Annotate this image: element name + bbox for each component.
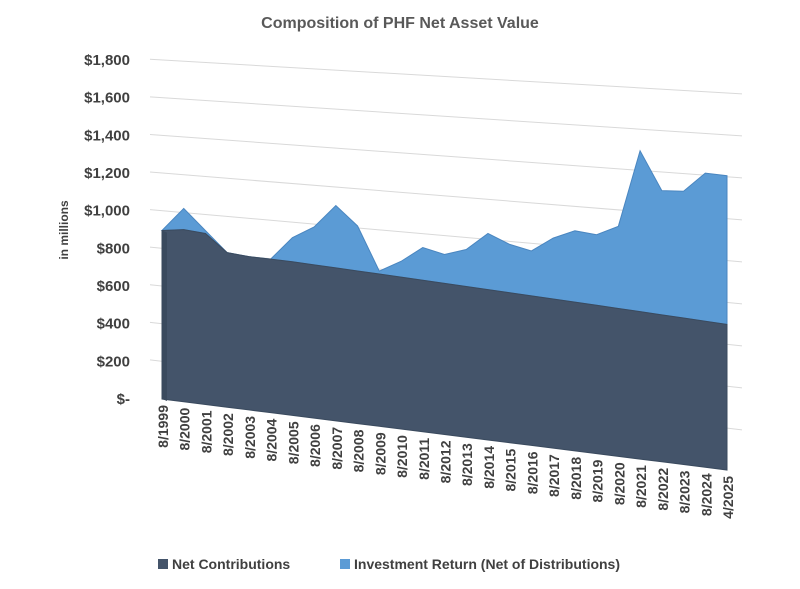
x-axis-ticks: 8/1999 8/2000 8/2001 8/2002 8/2003 8/2004 8/20…: [155, 405, 736, 519]
legend-label-net-contributions: Net Contributions: [172, 556, 290, 572]
x-tick-label: 8/2020: [611, 462, 627, 505]
x-tick-label: 8/2000: [177, 408, 193, 451]
x-tick-label: 8/2019: [590, 459, 606, 502]
y-tick-label: $600: [97, 278, 130, 295]
x-tick-label: 8/2009: [372, 432, 388, 475]
area-left-edge: [162, 230, 167, 401]
x-tick-label: 8/2014: [481, 446, 497, 489]
x-tick-label: 8/2004: [264, 418, 280, 461]
y-tick-label: $1,600: [84, 90, 130, 107]
x-tick-label: 8/2013: [459, 443, 475, 486]
x-tick-label: 8/2001: [198, 410, 214, 453]
gridline: [149, 133, 743, 179]
y-tick-label: $1,400: [84, 127, 130, 144]
x-tick-label: 8/2005: [285, 421, 301, 464]
y-tick-label: $1,800: [84, 52, 130, 69]
x-tick-label: 8/2015: [503, 448, 519, 491]
gridline: [149, 96, 743, 137]
x-tick-label: 8/2007: [329, 427, 345, 470]
x-tick-label: 8/2024: [698, 473, 714, 516]
legend: Net Contributions Investment Return (Net…: [158, 556, 620, 572]
x-tick-label: 8/2018: [568, 457, 584, 500]
y-tick-label: $800: [97, 240, 130, 257]
x-tick-label: 8/2021: [633, 465, 649, 508]
x-tick-label: 8/2012: [438, 440, 454, 483]
y-tick-label: $1,200: [84, 165, 130, 182]
x-tick-label: 8/2023: [677, 470, 693, 513]
x-tick-label: 8/2017: [546, 454, 562, 497]
legend-label-investment-return: Investment Return (Net of Distributions): [354, 556, 620, 572]
y-axis-ticks: $- $200 $400 $600 $800 $1,000 $1,200 $1,400 $1,6…: [84, 52, 130, 408]
gridline: [149, 58, 743, 95]
x-tick-label: 8/2006: [307, 424, 323, 467]
legend-swatch-investment-return: [340, 559, 350, 569]
series-net-contributions-area: [161, 229, 728, 471]
y-tick-label: $-: [117, 391, 130, 408]
chart-title: Composition of PHF Net Asset Value: [261, 15, 539, 32]
x-tick-label: 4/2025: [720, 476, 736, 519]
x-tick-label: 8/2011: [416, 438, 432, 480]
y-tick-label: $1,000: [84, 203, 130, 220]
y-tick-label: $200: [97, 353, 130, 370]
x-tick-label: 8/1999: [155, 405, 171, 448]
plot-area: [160, 149, 728, 471]
x-tick-label: 8/2008: [351, 429, 367, 472]
legend-swatch-net-contributions: [158, 559, 168, 569]
y-axis-label: in millions: [57, 200, 71, 260]
x-tick-label: 8/2010: [394, 435, 410, 478]
x-tick-label: 8/2002: [220, 413, 236, 456]
y-tick-label: $400: [97, 316, 130, 333]
x-tick-label: 8/2016: [524, 451, 540, 494]
x-tick-label: 8/2022: [655, 468, 671, 511]
x-tick-label: 8/2003: [242, 416, 258, 459]
